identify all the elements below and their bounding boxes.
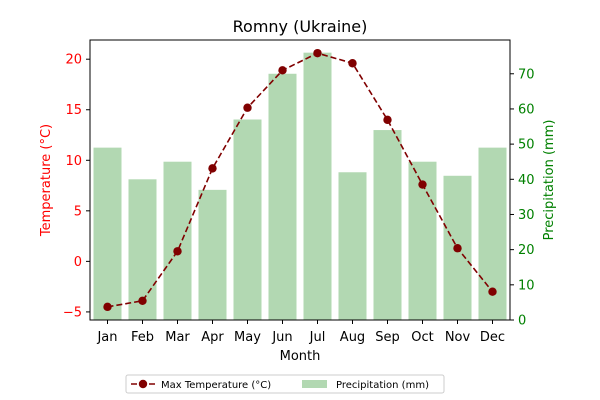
x-tick-label: Sep [375, 330, 400, 345]
x-tick-label: Oct [411, 330, 433, 345]
temperature-point [418, 180, 427, 189]
temperature-point [243, 103, 252, 112]
temperature-point [208, 164, 217, 173]
legend-point-sample [138, 379, 148, 389]
temperature-point [173, 247, 182, 256]
x-tick-label: Aug [340, 330, 365, 345]
temperature-point [278, 66, 287, 75]
temperature-point [313, 48, 322, 58]
x-tick-label: Jun [271, 330, 292, 345]
temperature-point [453, 244, 462, 253]
temperature-point [103, 302, 112, 312]
y-axis-right: 0 10 20 30 40 50 60 70 [510, 67, 535, 329]
chart-title: Romny (Ukraine) [233, 17, 368, 36]
precipitation-bar [268, 73, 297, 320]
temperature-point [383, 115, 392, 125]
y-axis-right-title: Precipitation (mm) [542, 120, 557, 241]
legend-precipitation-label: Precipitation (mm) [336, 380, 429, 391]
legend-temperature-label: Max Temperature (°C) [161, 380, 271, 391]
x-axis-title: Month [280, 349, 321, 364]
x-tick-label: May [234, 330, 261, 345]
y-left-tick-label: 0 [74, 255, 82, 270]
legend-temperature-marker [131, 379, 155, 389]
precipitation-bar [198, 189, 227, 320]
precipitation-bar [233, 119, 262, 320]
precipitation-bar [93, 147, 122, 320]
plot-frame [89, 39, 511, 321]
legend-precipitation-swatch [302, 380, 327, 388]
temperature-point [138, 296, 147, 305]
temperature-point [488, 287, 497, 296]
legend-box [125, 374, 445, 394]
y-right-tick-label: 60 [518, 102, 535, 117]
x-tick-label: Jan [96, 330, 117, 345]
y-right-tick-label: 50 [518, 138, 535, 153]
x-tick-label: Nov [445, 330, 471, 345]
y-right-tick-label: 0 [518, 314, 526, 329]
x-axis: Jan Feb Mar Apr May Jun Jul Aug Sep Oct Nov Dec [96, 320, 505, 345]
y-right-tick-label: 30 [518, 208, 535, 223]
temperature-line [103, 48, 497, 312]
precipitation-bar [373, 130, 402, 320]
y-right-tick-label: 10 [518, 278, 535, 293]
precipitation-bar [338, 172, 367, 320]
y-left-tick-label: 10 [65, 154, 82, 169]
precipitation-bar [163, 161, 192, 320]
x-tick-label: Jul [309, 330, 326, 345]
temperature-point [348, 59, 357, 68]
legend: Max Temperature (°C) Precipitation (mm) [125, 374, 445, 394]
y-axis-left: −5 0 5 10 15 20 [63, 53, 90, 320]
y-left-tick-label: −5 [63, 305, 82, 320]
x-tick-label: Apr [201, 330, 224, 345]
y-left-tick-label: 20 [65, 53, 82, 68]
x-tick-label: Dec [480, 330, 505, 345]
y-left-tick-label: 5 [74, 204, 82, 219]
precipitation-bar [303, 52, 332, 320]
y-left-tick-label: 15 [65, 103, 82, 118]
temperature-series-line [107, 52, 494, 308]
x-tick-label: Feb [131, 330, 154, 345]
y-right-tick-label: 70 [518, 67, 535, 82]
precipitation-bar [128, 179, 157, 320]
precipitation-bars [93, 52, 507, 320]
y-axis-left-title: Temperature (°C) [39, 124, 54, 237]
y-right-tick-label: 20 [518, 243, 535, 258]
y-right-tick-label: 40 [518, 173, 535, 188]
x-tick-label: Mar [165, 330, 190, 345]
